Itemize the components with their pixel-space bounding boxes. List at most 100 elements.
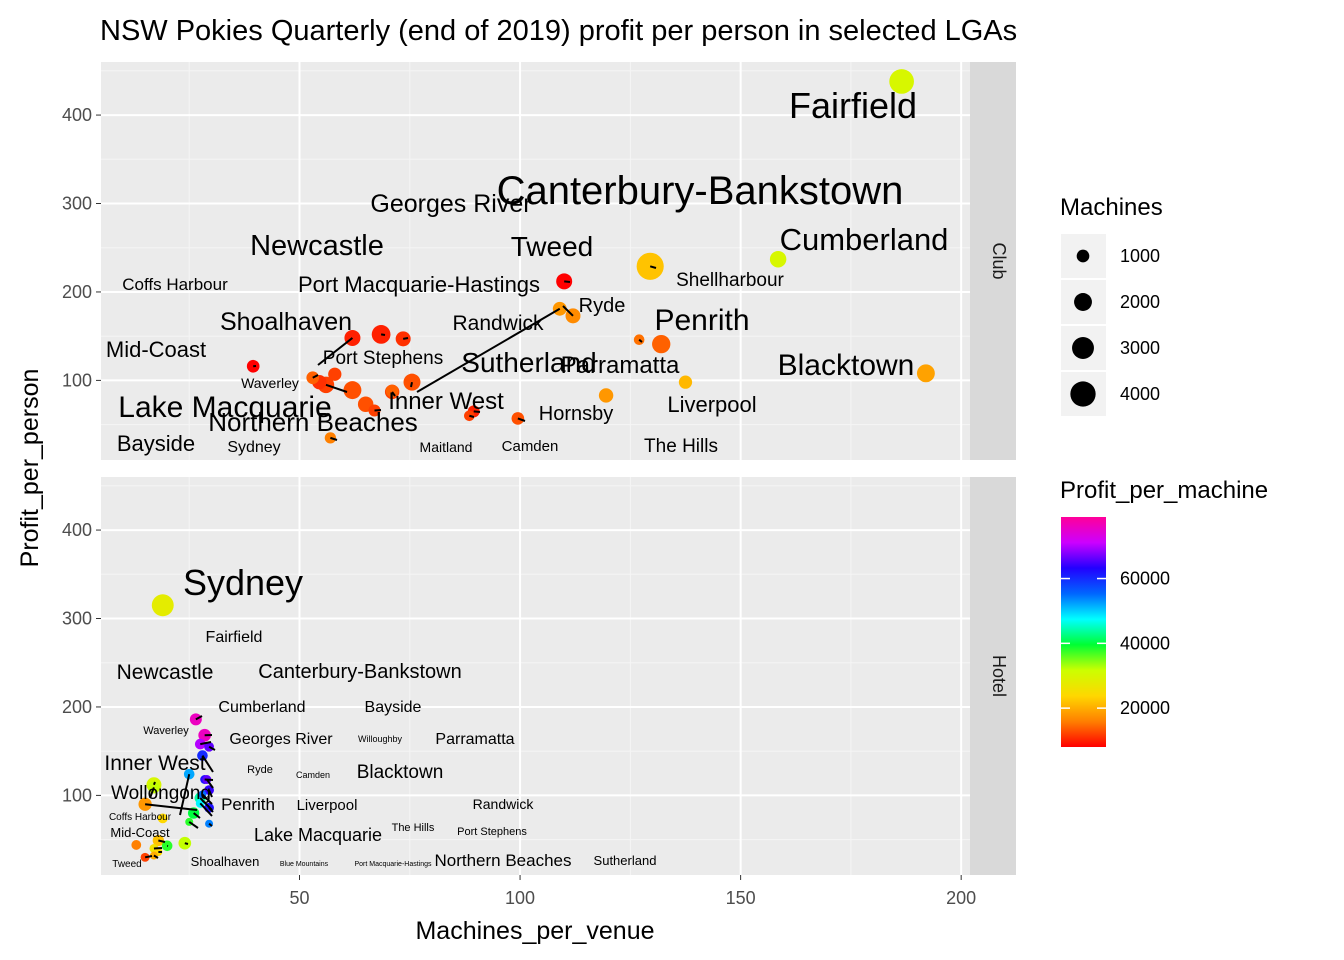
legend-size-dot	[1072, 337, 1094, 359]
point-label: Sutherland	[594, 853, 657, 868]
label-leader-line	[188, 821, 199, 829]
data-point	[678, 375, 693, 389]
y-axis-title: Profit_per_person	[16, 369, 44, 568]
point-label: Maitland	[420, 439, 473, 455]
point-label: Blacktown	[778, 349, 915, 382]
point-label: Lake Macquarie	[254, 825, 382, 845]
y-tick-label: 100	[62, 370, 92, 390]
data-point	[151, 594, 174, 617]
chart-title: NSW Pokies Quarterly (end of 2019) profi…	[100, 15, 1017, 47]
legend-size-label: 2000	[1120, 292, 1160, 312]
label-leader-line	[145, 803, 198, 811]
point-label: Bayside	[117, 431, 195, 456]
point-label: Liverpool	[297, 797, 358, 814]
label-leader-line	[312, 374, 319, 379]
point-label: Parramatta	[435, 731, 514, 748]
point-label: Tweed	[511, 231, 594, 262]
point-label: Camden	[296, 770, 330, 780]
panel-club-background	[101, 62, 970, 460]
grid-lines	[101, 62, 970, 875]
y-tick-label: 100	[62, 785, 92, 805]
data-point	[328, 367, 342, 381]
point-label: Canterbury-Bankstown	[258, 661, 461, 683]
label-leader-line	[562, 305, 574, 317]
point-label: Hornsby	[539, 403, 613, 425]
point-label: Randwick	[452, 312, 544, 335]
point-label: Coffs Harbour	[109, 812, 172, 823]
colorbar-label: 20000	[1120, 698, 1170, 718]
point-label: Blue Mountains	[280, 861, 329, 868]
point-label: Sydney	[227, 439, 280, 456]
y-tick-label: 200	[62, 282, 92, 302]
x-tick-label: 100	[505, 888, 535, 908]
label-leader-line	[201, 793, 213, 805]
point-label: Mid-Coast	[106, 337, 206, 362]
label-leader-line	[193, 812, 201, 819]
data-point	[916, 364, 935, 383]
point-label: Northern Beaches	[208, 407, 418, 437]
label-leader-line	[204, 778, 214, 781]
point-label: Liverpool	[667, 392, 756, 417]
club-labels: Fairfield Canterbury-Bankstown Cumberland B…	[106, 85, 949, 457]
point-label: Sydney	[183, 562, 303, 603]
label-leader-line	[325, 383, 348, 393]
point-label: Shellharbour	[676, 270, 784, 291]
label-leader-line	[517, 417, 526, 422]
strip-club	[970, 62, 1016, 460]
label-leader-line	[317, 337, 354, 366]
point-label: Tweed	[112, 859, 141, 870]
label-leader-line	[153, 854, 159, 859]
label-leader-line	[208, 745, 216, 751]
data-point	[889, 69, 914, 94]
legend-size-label: 4000	[1120, 384, 1160, 404]
x-axis-title: Machines_per_venue	[415, 917, 654, 945]
label-leader-line	[330, 436, 338, 441]
point-label: The Hills	[392, 822, 435, 834]
data-point	[598, 388, 614, 403]
data-point	[178, 836, 192, 850]
colorbar-label: 40000	[1120, 633, 1170, 653]
panel-hotel-background	[101, 477, 970, 875]
point-label: Shoalhaven	[220, 308, 352, 336]
point-label: Port Macquarie-Hastings	[298, 272, 540, 297]
label-leader-line	[149, 787, 155, 799]
legend-size-label: 3000	[1120, 338, 1160, 358]
point-label: Ryde	[247, 764, 273, 776]
x-tick-label: 150	[726, 888, 756, 908]
strip-hotel	[970, 477, 1016, 875]
label-leader-line	[208, 822, 213, 827]
label-leader-line	[410, 381, 413, 388]
label-leader-line	[391, 391, 396, 397]
label-leader-line	[380, 333, 386, 336]
data-point	[343, 381, 362, 400]
label-leader-line	[638, 338, 643, 343]
legend-size-dot	[1074, 293, 1092, 311]
point-label: Coffs Harbour	[122, 275, 228, 294]
point-label: Penrith	[654, 304, 749, 337]
label-leader-line	[208, 807, 214, 813]
y-tick-label: 300	[62, 609, 92, 629]
point-label: Waverley	[143, 725, 189, 737]
point-label: Wollongong	[111, 783, 211, 804]
y-tick-label: 400	[62, 105, 92, 125]
point-label: Newcastle	[117, 661, 214, 684]
point-label: Waverley	[241, 375, 299, 391]
strip-label-club: Club	[989, 242, 1009, 279]
legend-size-title: Machines	[1060, 194, 1163, 221]
legend-size-label: 1000	[1120, 246, 1160, 266]
point-label: Lake Macquarie	[118, 391, 331, 424]
label-leader-line	[473, 410, 481, 413]
x-tick-label: 200	[946, 888, 976, 908]
label-leader-line	[402, 337, 409, 340]
axes: 100 200 300 400 100 200 300 400 50 100 150 200	[62, 105, 976, 908]
y-tick-label: 200	[62, 697, 92, 717]
y-tick-label: 400	[62, 520, 92, 540]
legend-color-title: Profit_per_machine	[1060, 477, 1268, 504]
point-label: The Hills	[644, 436, 718, 457]
point-label: Port Stephens	[457, 826, 527, 838]
label-leader-line	[199, 802, 213, 817]
label-leader-line	[416, 307, 561, 393]
y-tick-label: 300	[62, 194, 92, 214]
data-point	[652, 334, 671, 354]
